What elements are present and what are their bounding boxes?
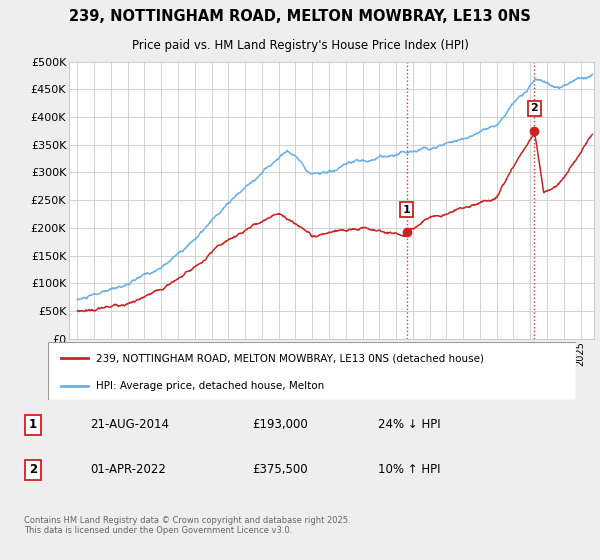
Text: 21-AUG-2014: 21-AUG-2014	[90, 418, 169, 431]
Text: 239, NOTTINGHAM ROAD, MELTON MOWBRAY, LE13 0NS (detached house): 239, NOTTINGHAM ROAD, MELTON MOWBRAY, LE…	[95, 353, 484, 363]
Text: HPI: Average price, detached house, Melton: HPI: Average price, detached house, Melt…	[95, 381, 324, 391]
Text: £193,000: £193,000	[252, 418, 308, 431]
Text: £375,500: £375,500	[252, 463, 308, 477]
Text: 1: 1	[29, 418, 37, 431]
Text: 24% ↓ HPI: 24% ↓ HPI	[378, 418, 440, 431]
Text: Price paid vs. HM Land Registry's House Price Index (HPI): Price paid vs. HM Land Registry's House …	[131, 39, 469, 53]
Text: 239, NOTTINGHAM ROAD, MELTON MOWBRAY, LE13 0NS: 239, NOTTINGHAM ROAD, MELTON MOWBRAY, LE…	[69, 9, 531, 24]
Text: 10% ↑ HPI: 10% ↑ HPI	[378, 463, 440, 477]
FancyBboxPatch shape	[48, 342, 576, 400]
Text: 2: 2	[530, 104, 538, 114]
Text: 01-APR-2022: 01-APR-2022	[90, 463, 166, 477]
Text: Contains HM Land Registry data © Crown copyright and database right 2025.
This d: Contains HM Land Registry data © Crown c…	[24, 516, 350, 535]
Text: 1: 1	[403, 204, 410, 214]
Text: 2: 2	[29, 463, 37, 477]
